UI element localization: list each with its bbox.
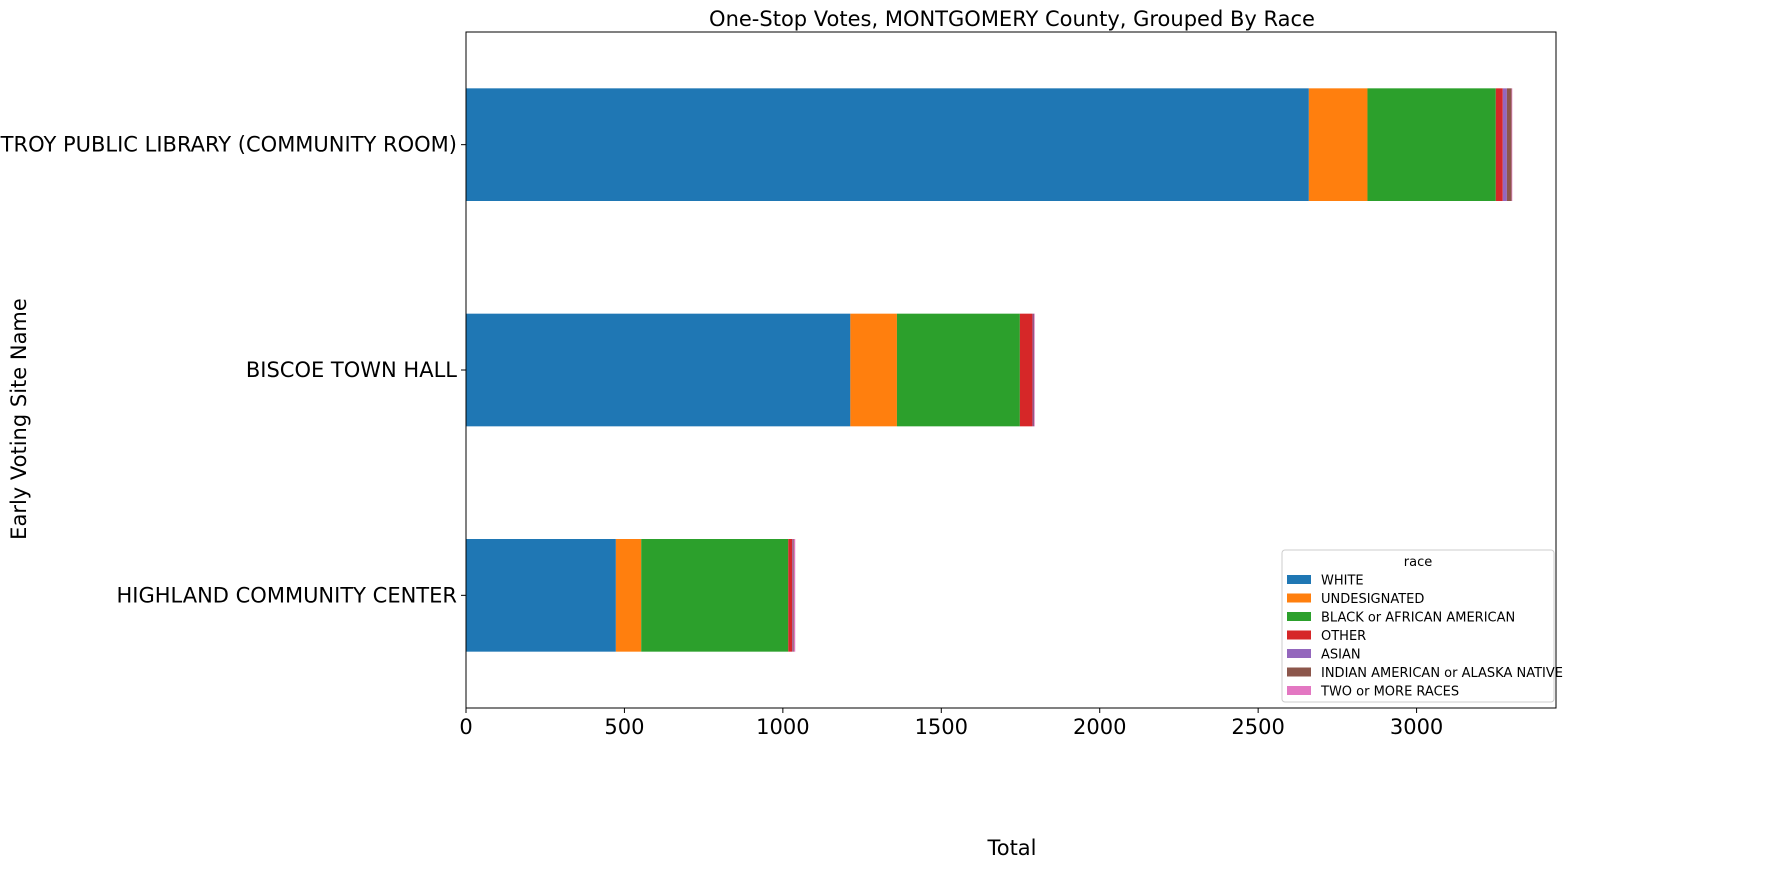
- plot-frame: [465, 31, 1557, 709]
- legend-label: INDIAN AMERICAN or ALASKA NATIVE: [1321, 666, 1563, 681]
- x-ticks: 0 500 1000 1500 2000 2500 3000: [459, 708, 1443, 739]
- bar-segment: [1308, 88, 1368, 201]
- x-tick-label: 2500: [1231, 715, 1284, 739]
- y-axis-label: Early Voting Site Name: [7, 298, 31, 540]
- bar-segment: [788, 539, 793, 652]
- y-ticks: TROY PUBLIC LIBRARY (COMMUNITY ROOM) BISC…: [0, 133, 466, 607]
- bar-segment: [850, 313, 897, 427]
- bar-segment: [1032, 313, 1034, 427]
- bar-segment: [793, 539, 794, 652]
- chart-title: One-Stop Votes, MONTGOMERY County, Group…: [709, 7, 1315, 31]
- legend-swatch: [1287, 667, 1311, 677]
- x-tick-label: 3000: [1390, 715, 1443, 739]
- bar-segment: [1034, 313, 1035, 427]
- x-tick-label: 1000: [756, 715, 809, 739]
- bar-segment: [466, 539, 616, 652]
- bar-segment: [896, 313, 1020, 427]
- x-tick-label: 0: [459, 715, 472, 739]
- legend-label: WHITE: [1321, 574, 1364, 589]
- legend-label: ASIAN: [1321, 648, 1361, 663]
- x-tick-label: 2000: [1073, 715, 1126, 739]
- bars-layer: [466, 88, 1513, 652]
- bar-segment: [641, 539, 789, 652]
- legend-label: TWO or MORE RACES: [1320, 685, 1459, 700]
- legend-swatch: [1287, 630, 1311, 640]
- bar-segment: [615, 539, 642, 652]
- bar-segment: [792, 539, 794, 652]
- legend-swatch: [1287, 686, 1311, 695]
- x-axis-label: Total: [986, 836, 1036, 860]
- legend-items: WHITE UNDESIGNATED BLACK or AFRICAN AMERIC…: [1287, 574, 1563, 700]
- bar-segment: [1511, 88, 1513, 201]
- bar-segment: [1502, 88, 1507, 201]
- bar-segment: [1506, 88, 1512, 201]
- bar-segment: [466, 88, 1309, 201]
- legend-swatch: [1287, 575, 1311, 584]
- legend-box: [1281, 549, 1555, 703]
- legend-label: UNDESIGNATED: [1321, 592, 1424, 607]
- bar-segment: [793, 539, 796, 652]
- x-tick-label: 500: [604, 715, 644, 739]
- x-tick-label: 1500: [915, 715, 968, 739]
- bar-segment: [1367, 88, 1496, 201]
- legend-swatch: [1287, 612, 1311, 621]
- legend-title: race: [1404, 555, 1432, 570]
- legend-swatch: [1287, 593, 1311, 603]
- legend-swatch: [1287, 649, 1311, 658]
- bar-segment: [1495, 88, 1503, 201]
- legend: race WHITE UNDESIGNATED BLACK or AFRICAN A…: [1281, 549, 1563, 703]
- bar-segment: [1033, 313, 1035, 427]
- bar-segment: [1019, 313, 1033, 427]
- legend-label: OTHER: [1321, 629, 1366, 644]
- legend-label: BLACK or AFRICAN AMERICAN: [1321, 611, 1515, 626]
- y-tick-label: HIGHLAND COMMUNITY CENTER: [116, 583, 457, 607]
- bar-segment: [466, 313, 851, 427]
- y-tick-label: BISCOE TOWN HALL: [246, 358, 457, 382]
- y-tick-label: TROY PUBLIC LIBRARY (COMMUNITY ROOM): [0, 133, 457, 157]
